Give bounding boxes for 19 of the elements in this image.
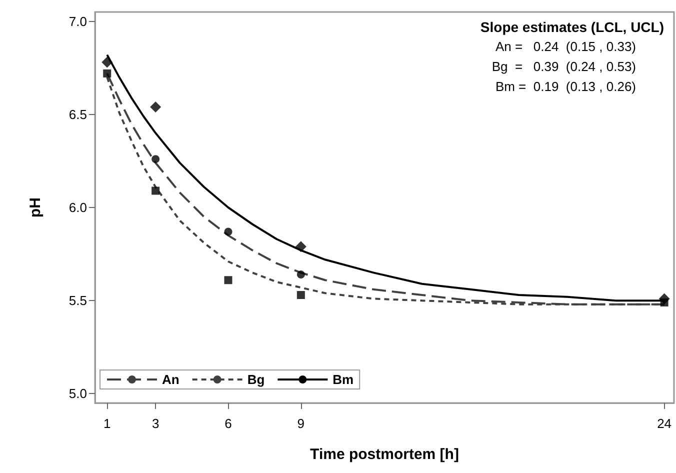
annotation: Bm = 0.19 (0.13 , 0.26) (495, 79, 636, 94)
legend-label: An (162, 372, 180, 387)
y-tick-label: 6.0 (68, 200, 87, 215)
x-tick-label: 1 (103, 416, 111, 431)
x-axis-title: Time postmortem [h] (310, 446, 459, 463)
x-tick-label: 3 (152, 416, 160, 431)
y-tick-label: 5.0 (68, 386, 87, 402)
y-tick-label: 7.0 (68, 14, 87, 29)
y-tick-label: 5.5 (68, 293, 87, 308)
x-tick-label: 6 (224, 416, 232, 431)
x-tick-label: 9 (297, 416, 305, 431)
legend-label: Bm (332, 372, 354, 387)
annotation: An = 0.24 (0.15 , 0.33) (495, 39, 636, 54)
annotation: Bg = 0.39 (0.24 , 0.53) (492, 59, 636, 74)
legend-label: Bg (247, 372, 265, 387)
x-tick-label: 24 (657, 416, 672, 431)
y-tick-label: 6.5 (68, 106, 87, 122)
annotation: Slope estimates (LCL, UCL) (480, 19, 664, 35)
y-axis-title: pH (27, 198, 44, 218)
